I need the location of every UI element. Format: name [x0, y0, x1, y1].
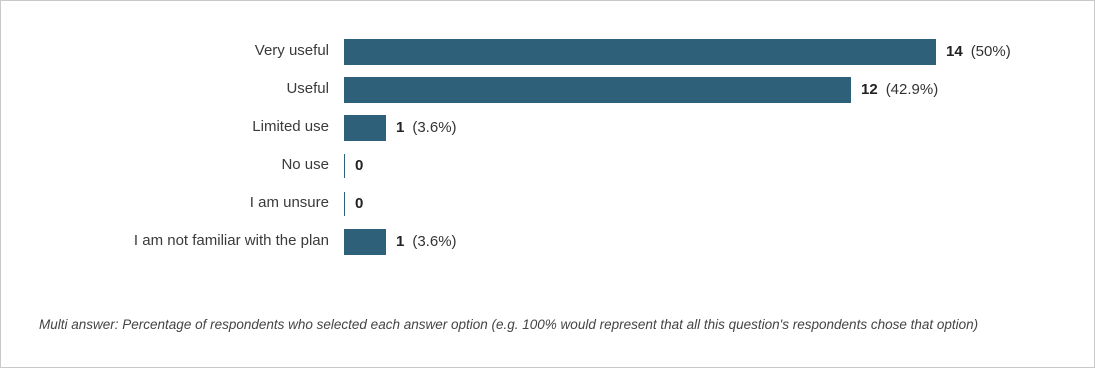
- category-label: Useful: [286, 80, 329, 97]
- category-label: Very useful: [254, 42, 329, 59]
- bar: [344, 115, 386, 141]
- data-label-percent: (3.6%): [412, 233, 457, 250]
- bar: [344, 77, 851, 103]
- category-label: I am unsure: [249, 194, 329, 211]
- data-label: 14 (50%): [946, 39, 1011, 65]
- data-label-count: 0: [355, 157, 364, 174]
- data-label: 0: [355, 191, 363, 217]
- data-label-count: 1: [396, 233, 405, 250]
- bar: [344, 39, 936, 65]
- category-label: Limited use: [252, 118, 329, 135]
- bar-zero: [344, 154, 345, 178]
- category-label: No use: [281, 156, 329, 173]
- data-label: 0: [355, 153, 363, 179]
- data-label: 12 (42.9%): [861, 77, 938, 103]
- chart-footnote: Multi answer: Percentage of respondents …: [39, 317, 979, 332]
- data-label-percent: (42.9%): [885, 81, 939, 98]
- data-label-count: 1: [396, 119, 405, 136]
- data-label-percent: (3.6%): [412, 119, 457, 136]
- bar: [344, 229, 386, 255]
- data-label: 1 (3.6%): [396, 229, 457, 255]
- bar-chart: Very useful 14 (50%) Useful 12 (42.9%) Limited…: [1, 1, 1095, 301]
- data-label-percent: (50%): [970, 43, 1011, 60]
- bar-zero: [344, 192, 345, 216]
- data-label-count: 0: [355, 195, 364, 212]
- data-label-count: 14: [946, 43, 963, 60]
- category-label: I am not familiar with the plan: [133, 232, 329, 249]
- data-label: 1 (3.6%): [396, 115, 457, 141]
- data-label-count: 12: [861, 81, 878, 98]
